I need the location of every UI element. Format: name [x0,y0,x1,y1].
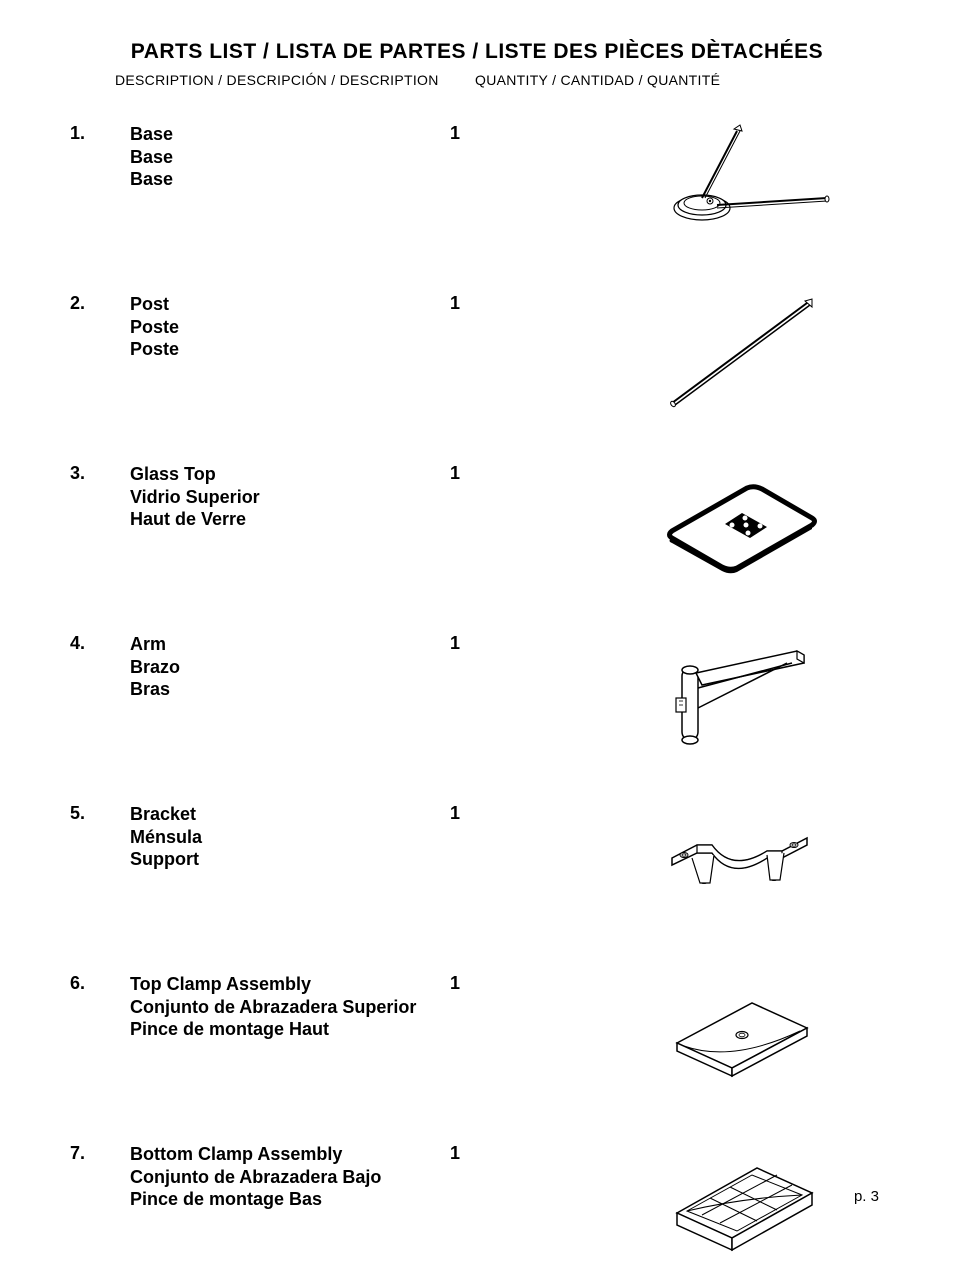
part-name-es: Brazo [130,656,450,679]
part-name-en: Base [130,123,450,146]
glass-top-icon [632,463,832,583]
part-quantity: 1 [450,463,580,484]
arm-icon [632,633,832,753]
part-number: 2. [70,293,130,314]
part-illustration [580,463,884,583]
part-name-fr: Pince de montage Haut [130,1018,450,1041]
part-number: 7. [70,1143,130,1164]
part-description: Bottom Clamp Assembly Conjunto de Abraza… [130,1143,450,1211]
bottom-clamp-icon [632,1143,832,1263]
part-description: Base Base Base [130,123,450,191]
part-name-fr: Haut de Verre [130,508,450,531]
part-illustration [580,293,884,413]
part-name-es: Conjunto de Abrazadera Superior [130,996,450,1019]
part-illustration [580,803,884,923]
part-name-es: Ménsula [130,826,450,849]
part-row: 6. Top Clamp Assembly Conjunto de Abraza… [70,973,884,1093]
header-description: DESCRIPTION / DESCRIPCIÓN / DESCRIPTION [115,72,475,88]
part-name-en: Bottom Clamp Assembly [130,1143,450,1166]
part-quantity: 1 [450,633,580,654]
part-quantity: 1 [450,803,580,824]
page-title: PARTS LIST / LISTA DE PARTES / LISTE DES… [70,40,884,64]
top-clamp-icon [632,973,832,1093]
post-icon [632,293,832,413]
part-number: 4. [70,633,130,654]
part-number: 6. [70,973,130,994]
part-row: 5. Bracket Ménsula Support 1 [70,803,884,923]
part-quantity: 1 [450,973,580,994]
base-icon [632,123,832,243]
part-illustration [580,633,884,753]
page-title-container: PARTS LIST / LISTA DE PARTES / LISTE DES… [70,40,884,64]
part-name-es: Base [130,146,450,169]
part-name-en: Glass Top [130,463,450,486]
part-row: 1. Base Base Base 1 [70,123,884,243]
part-name-en: Arm [130,633,450,656]
part-description: Post Poste Poste [130,293,450,361]
part-name-en: Bracket [130,803,450,826]
bracket-icon [632,803,832,923]
part-illustration [580,1143,884,1263]
page-number: p. 3 [854,1188,879,1205]
part-name-fr: Pince de montage Bas [130,1188,450,1211]
part-quantity: 1 [450,1143,580,1164]
part-row: 3. Glass Top Vidrio Superior Haut de Ver… [70,463,884,583]
part-name-es: Poste [130,316,450,339]
part-row: 4. Arm Brazo Bras 1 [70,633,884,753]
part-description: Arm Brazo Bras [130,633,450,701]
part-name-es: Conjunto de Abrazadera Bajo [130,1166,450,1189]
part-name-es: Vidrio Superior [130,486,450,509]
part-quantity: 1 [450,123,580,144]
part-name-en: Post [130,293,450,316]
column-headers: DESCRIPTION / DESCRIPCIÓN / DESCRIPTION … [70,72,884,88]
part-name-fr: Bras [130,678,450,701]
part-number: 5. [70,803,130,824]
part-number: 1. [70,123,130,144]
part-quantity: 1 [450,293,580,314]
part-row: 2. Post Poste Poste 1 [70,293,884,413]
part-description: Bracket Ménsula Support [130,803,450,871]
part-name-en: Top Clamp Assembly [130,973,450,996]
part-illustration [580,123,884,243]
part-description: Glass Top Vidrio Superior Haut de Verre [130,463,450,531]
part-name-fr: Support [130,848,450,871]
part-number: 3. [70,463,130,484]
part-name-fr: Base [130,168,450,191]
header-quantity: QUANTITY / CANTIDAD / QUANTITÉ [475,72,755,88]
part-name-fr: Poste [130,338,450,361]
part-description: Top Clamp Assembly Conjunto de Abrazader… [130,973,450,1041]
part-row: 7. Bottom Clamp Assembly Conjunto de Abr… [70,1143,884,1263]
part-illustration [580,973,884,1093]
